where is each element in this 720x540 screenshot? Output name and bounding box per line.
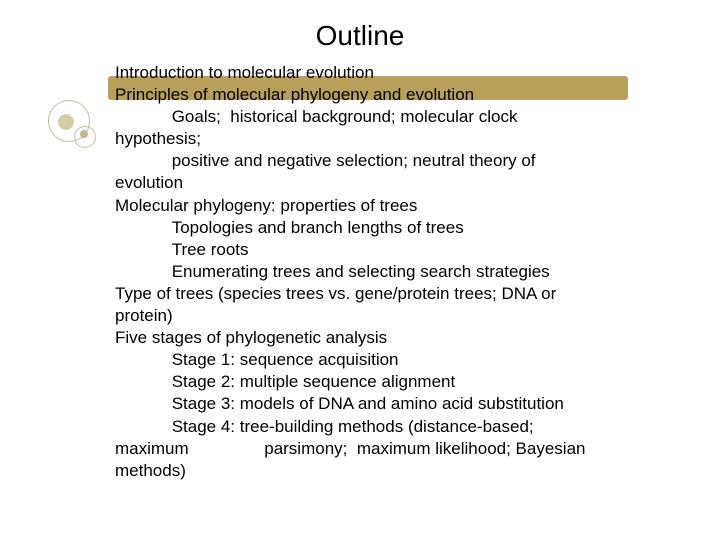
outline-content: Introduction to molecular evolution Prin… — [0, 62, 720, 482]
outline-line: protein) — [115, 305, 680, 327]
outline-line: Stage 2: multiple sequence alignment — [115, 371, 680, 393]
outline-line: Goals; historical background; molecular … — [115, 106, 680, 128]
outline-line: Molecular phylogeny: properties of trees — [115, 195, 680, 217]
outline-line: Introduction to molecular evolution — [115, 62, 680, 84]
outline-line: Type of trees (species trees vs. gene/pr… — [115, 283, 680, 305]
outline-line: evolution — [115, 172, 680, 194]
outline-line: Topologies and branch lengths of trees — [115, 217, 680, 239]
outline-line: Five stages of phylogenetic analysis — [115, 327, 680, 349]
outline-line: Enumerating trees and selecting search s… — [115, 261, 680, 283]
outline-line: Principles of molecular phylogeny and ev… — [115, 84, 680, 106]
slide-title: Outline — [0, 0, 720, 62]
outline-line: maximum parsimony; maximum likelihood; B… — [115, 438, 680, 460]
outline-line: Stage 4: tree-building methods (distance… — [115, 416, 680, 438]
outline-line: Stage 3: models of DNA and amino acid su… — [115, 393, 680, 415]
outline-line: Stage 1: sequence acquisition — [115, 349, 680, 371]
outline-line: Tree roots — [115, 239, 680, 261]
outline-line: methods) — [115, 460, 680, 482]
outline-line: hypothesis; — [115, 128, 680, 150]
outline-line: positive and negative selection; neutral… — [115, 150, 680, 172]
